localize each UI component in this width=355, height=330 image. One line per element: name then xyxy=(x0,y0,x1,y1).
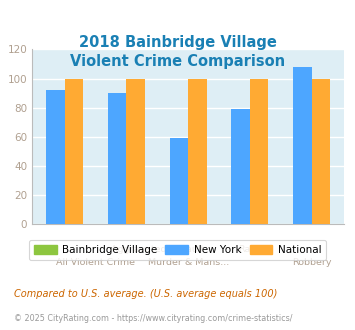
Bar xyxy=(250,79,268,224)
Bar xyxy=(293,67,312,224)
Bar xyxy=(108,93,126,224)
Bar xyxy=(65,79,83,224)
Text: All Violent Crime: All Violent Crime xyxy=(56,258,135,267)
Bar xyxy=(170,138,188,224)
Text: 2018 Bainbridge Village
Violent Crime Comparison: 2018 Bainbridge Village Violent Crime Co… xyxy=(70,35,285,69)
Bar xyxy=(231,109,250,224)
Bar xyxy=(312,79,330,224)
Text: Aggravated Assault: Aggravated Assault xyxy=(111,245,204,254)
Text: Murder & Mans...: Murder & Mans... xyxy=(148,258,229,267)
Bar xyxy=(126,79,145,224)
Text: Robbery: Robbery xyxy=(292,258,331,267)
Legend: Bainbridge Village, New York, National: Bainbridge Village, New York, National xyxy=(28,240,327,260)
Text: Rape: Rape xyxy=(238,245,262,254)
Text: Compared to U.S. average. (U.S. average equals 100): Compared to U.S. average. (U.S. average … xyxy=(14,289,278,299)
Bar xyxy=(188,79,207,224)
Text: © 2025 CityRating.com - https://www.cityrating.com/crime-statistics/: © 2025 CityRating.com - https://www.city… xyxy=(14,314,293,323)
Bar xyxy=(46,90,65,224)
